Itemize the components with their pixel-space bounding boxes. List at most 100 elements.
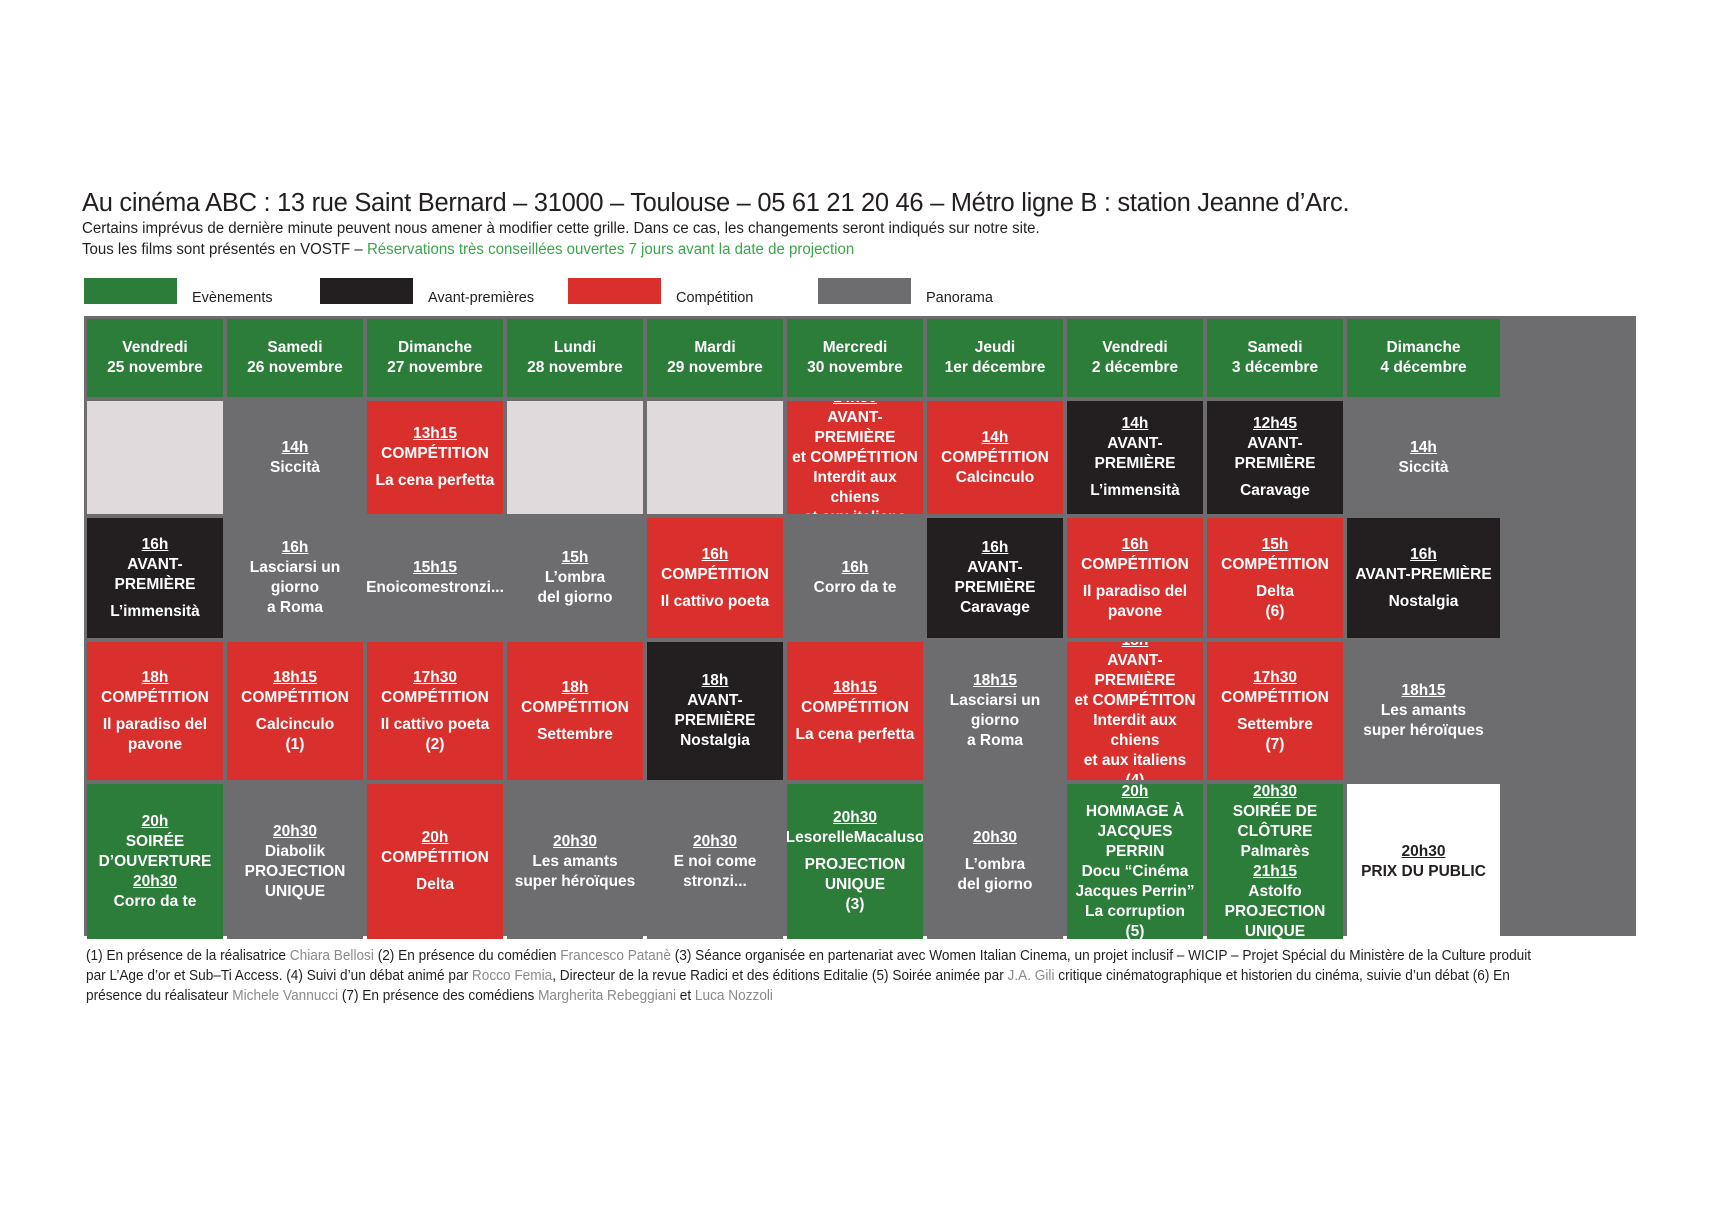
screening-text: Caravage [1240,482,1310,499]
screening-text: (3) [845,896,865,913]
screening-cell: 14h30AVANT-PREMIÈRE et COMPÉTITION Interdi… [787,401,923,514]
screening-text: Les amants [1380,702,1467,719]
day-header: Vendredi 2 décembre [1067,319,1203,397]
day-name: Vendredi [1102,339,1168,356]
screening-text: Les amants [532,852,618,870]
screening-text: (5) [1125,922,1145,940]
screening-text: Settembre [537,725,613,743]
screening-text: COMPÉTITION [941,448,1049,466]
legend-swatch [320,278,413,304]
day-date: 2 décembre [1091,359,1179,376]
screening-text: La cena perfetta [795,725,915,743]
screening-text: Nostalgia [680,732,750,749]
legend-swatch [84,278,177,304]
day-header: Jeudi 1er décembre [927,319,1063,397]
screening-text: AVANT-PREMIÈRE [1094,652,1176,689]
screening-text: Siccità [1398,458,1449,476]
screening-text: et aux italiens [1083,752,1187,769]
screening-text: COMPÉTITION [381,849,489,866]
screening-cell: 18h AVANT-PREMIÈRE Nostalgia [647,642,783,780]
screening-text: Enoicomestronzi... [367,579,503,596]
screening-text: Delta [1256,582,1294,600]
screening-text: del giorno [537,589,613,606]
screening-time: 21h15 [1253,862,1297,880]
screening-text: COMPÉTITION [101,688,209,706]
day-date: 29 novembre [667,359,763,376]
screening-cell: 20h30 E noi come stronzi... [647,784,783,939]
reservation-note: Réservations très conseillées ouvertes 7… [366,241,855,258]
screening-cell: 17h30 COMPÉTITION Il cattivo poeta (2) [367,642,503,780]
screening-text: La cena perfetta [375,472,495,489]
screening-text: Il cattivo poeta [380,715,490,733]
screening-time: 18h15 [1401,682,1446,699]
screening-text: Calcinculo [955,468,1035,486]
screening-time: 15h15 [413,559,457,576]
screening-cell: 16h COMPÉTITION Il paradiso del pavone [1067,518,1203,638]
legend-label: Evènements [192,290,273,306]
screening-text: La corruption [1085,902,1185,920]
screening-time: 15h [561,549,589,566]
legend-label: Panorama [926,290,993,306]
day-name: Vendredi [122,339,188,356]
screening-cell: 20h30 Les amants super héroïques [507,784,643,939]
screening-time: 20h30 [833,809,877,826]
screening-text: Nostalgia [1388,592,1459,610]
screening-text: LesorelleMacaluso [787,829,923,846]
screening-text: AVANT-PREMIÈRE [114,555,196,593]
screening-text: Docu “Cinéma [1081,862,1189,880]
day-name: Samedi [1247,339,1303,356]
screening-time: 14h [1121,415,1149,432]
screening-text: Siccità [270,458,320,476]
screening-cell: 12h45 AVANT-PREMIÈRE Caravage [1207,401,1343,514]
screening-cell: 17h30 COMPÉTITION Settembre (7) [1207,642,1343,780]
screening-cell: 15h15 Enoicomestronzi... [367,518,503,638]
screening-time: 17h30 [1253,668,1297,686]
screening-text: UNIQUE [824,876,886,893]
screening-cell: 16h AVANT-PREMIÈRE Caravage [927,518,1063,638]
screening-text: et aux italiens [804,508,907,515]
guest-name: Michele Vannucci [232,988,339,1004]
screening-text: Il paradiso del [102,715,208,733]
screening-cell: 18h15 COMPÉTITION Calcinculo (1) [227,642,363,780]
screening-text: AVANT-PREMIÈRE [814,408,896,446]
vostf-text: Tous les films sont présentés en VOSTF – [82,241,367,258]
footnote-text: , Directeur de la revue Radici et des éd… [552,968,1008,984]
footnote-text: (2) En présence du comédien [373,948,561,964]
screening-cell: 15h COMPÉTITION Delta (6) [1207,518,1343,638]
screening-cell: 20h30 L’ombra del giorno [927,784,1063,939]
screening-text: (2) [425,735,445,753]
screening-text: (1) [285,735,305,753]
disclaimer-text: Certains imprévus de dernière minute peu… [82,220,1040,237]
day-date: 4 décembre [1380,359,1467,376]
screening-text: et COMPÉTITION [792,448,918,466]
day-date: 26 novembre [247,359,343,376]
page-header: Au cinéma ABC : 13 rue Saint Bernard – 3… [82,188,1642,260]
screening-text: PROJECTION [804,856,906,873]
screening-cell: 18h15 Lasciarsi un giorno a Roma [927,642,1063,780]
screening-text: SOIRÉE DE CLÔTURE [1232,802,1318,840]
screening-time: 14h30 [833,401,877,408]
day-name: Dimanche [1386,339,1461,356]
screening-time: 18h [141,668,169,686]
screening-time: 14h [281,438,309,456]
screening-time: 15h [1261,535,1289,553]
day-name: Mardi [694,339,736,356]
screening-text: PROJECTION UNIQUE [1224,902,1326,940]
vostf-line: Tous les films sont présentés en VOSTF –… [82,239,1595,260]
legend-swatch [568,278,661,304]
guest-name: J.A. Gili [1007,968,1055,984]
screening-time: 18h [1122,642,1149,651]
legend: Evènements Avant-premières Compétition Pano… [84,278,1584,308]
screening-cell: 14h AVANT-PREMIÈRE L’immensità [1067,401,1203,514]
screening-text: COMPÉTITION [801,698,909,716]
screening-text: D’OUVERTURE [98,852,212,870]
screening-text: (4) [1126,771,1145,780]
footnote-text: (3) Séance organisée en partenariat avec… [86,948,1532,984]
day-date: 1er décembre [944,359,1046,376]
footnote-text: (7) En présence des comédiens [338,988,539,1004]
screening-text: Lasciarsi un giorno [949,692,1041,729]
screening-cell [507,401,643,514]
screening-text: COMPÉTITION [521,698,629,716]
screening-text: Corro da te [113,892,197,910]
